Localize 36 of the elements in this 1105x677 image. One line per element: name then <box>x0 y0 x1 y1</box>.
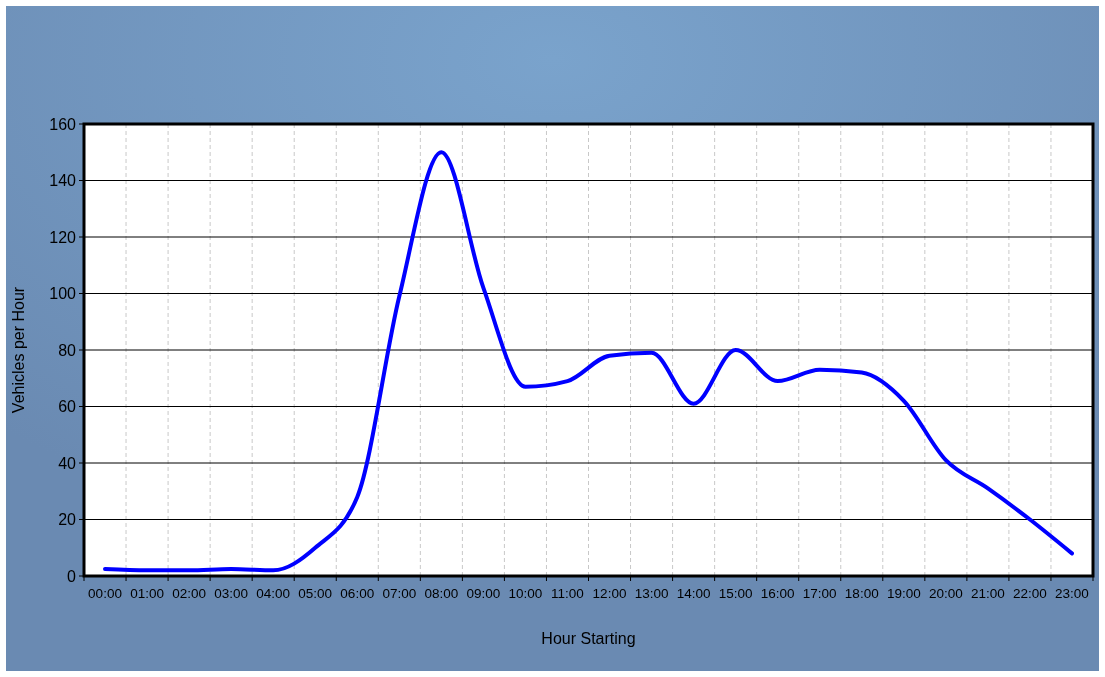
x-axis-title: Hour Starting <box>541 630 636 647</box>
x-tick-label: 20:00 <box>928 586 963 601</box>
x-tick-label: 06:00 <box>340 586 375 601</box>
y-tick-label: 80 <box>58 341 77 359</box>
x-tick-label: 01:00 <box>130 586 164 601</box>
x-tick-label: 16:00 <box>760 586 795 601</box>
x-tick-label: 23:00 <box>1055 586 1089 601</box>
x-tick-label: 18:00 <box>844 586 879 601</box>
x-tick-label: 07:00 <box>382 586 417 601</box>
x-tick-label: 00:00 <box>88 586 122 601</box>
y-tick-label: 20 <box>58 511 77 529</box>
y-tick-label: 160 <box>49 115 77 133</box>
y-tick-label: 140 <box>49 172 77 190</box>
x-tick-label: 22:00 <box>1013 586 1047 601</box>
x-tick-label: 14:00 <box>676 586 711 601</box>
y-tick-label: 0 <box>67 567 77 585</box>
x-tick-label: 15:00 <box>718 586 753 601</box>
x-tick-label: 02:00 <box>172 586 206 601</box>
x-tick-label: 10:00 <box>508 586 543 601</box>
x-tick-label: 17:00 <box>802 586 837 601</box>
y-tick-label: 100 <box>49 285 77 303</box>
x-tick-label: 05:00 <box>298 586 333 601</box>
x-tick-label: 09:00 <box>466 586 501 601</box>
x-tick-label: 12:00 <box>592 586 627 601</box>
x-tick-label: 03:00 <box>214 586 249 601</box>
y-tick-label: 60 <box>58 398 77 416</box>
y-tick-label: 120 <box>49 228 77 246</box>
x-tick-label: 11:00 <box>551 586 584 601</box>
x-tick-label: 08:00 <box>424 586 459 601</box>
y-tick-label: 40 <box>58 454 77 472</box>
x-tick-label: 13:00 <box>634 586 669 601</box>
x-tick-label: 19:00 <box>886 586 921 601</box>
x-tick-label: 04:00 <box>256 586 291 601</box>
line-series <box>103 150 1074 573</box>
y-axis-title: Vehicles per Hour <box>10 286 27 414</box>
x-tick-label: 21:00 <box>971 586 1005 601</box>
